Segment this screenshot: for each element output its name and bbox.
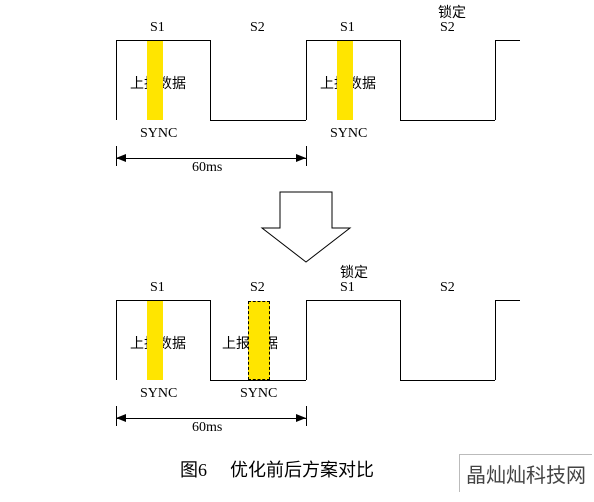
wave-v-segment bbox=[210, 300, 211, 380]
wave-h-segment bbox=[400, 380, 495, 381]
wave-h-segment bbox=[495, 300, 520, 301]
wave-h-segment bbox=[210, 120, 306, 121]
bottom-dim-label: 60ms bbox=[190, 420, 224, 436]
wave-v-segment bbox=[306, 40, 307, 120]
wave-v-segment bbox=[495, 40, 496, 120]
top-locked-label: 锁定 bbox=[438, 2, 466, 22]
bottom-dim-tick-right bbox=[306, 406, 307, 426]
top-dim-line bbox=[116, 158, 306, 159]
wave-h-segment bbox=[116, 40, 210, 41]
top-dim-label: 60ms bbox=[190, 160, 224, 176]
wave-v-segment bbox=[400, 300, 401, 380]
top-s2-label-2: S2 bbox=[440, 20, 455, 36]
bottom-dim-arrow-right bbox=[296, 414, 306, 422]
figure-caption: 图6 优化前后方案对比 bbox=[180, 456, 374, 482]
wave-v-segment bbox=[210, 40, 211, 120]
top-sync-label-2: SYNC bbox=[330, 126, 367, 142]
wave-v-segment bbox=[495, 300, 496, 380]
wave-v-segment bbox=[306, 300, 307, 380]
watermark-label: 晶灿灿科技网 bbox=[459, 454, 592, 492]
top-sync-label-1: SYNC bbox=[140, 126, 177, 142]
top-sync-bar-1 bbox=[147, 41, 163, 120]
bottom-s1-label-2: S1 bbox=[340, 280, 355, 296]
wave-h-segment bbox=[306, 300, 400, 301]
top-s1-label-2: S1 bbox=[340, 20, 355, 36]
bottom-s1-label-1: S1 bbox=[150, 280, 165, 296]
wave-v-segment bbox=[116, 40, 117, 120]
top-dim-tick-right bbox=[306, 146, 307, 166]
wave-h-segment bbox=[306, 40, 400, 41]
diagram-container: S1 S2 S1 锁定 S2 上报数据 上报数据 SYNC SYNC 60ms … bbox=[0, 0, 594, 502]
bottom-dim-arrow-left bbox=[116, 414, 126, 422]
wave-h-segment bbox=[116, 300, 210, 301]
top-dim-arrow-right bbox=[296, 154, 306, 162]
wave-v-segment bbox=[116, 300, 117, 380]
down-arrow-icon bbox=[258, 190, 354, 264]
bottom-sync-bar-1 bbox=[147, 301, 163, 380]
wave-h-segment bbox=[400, 120, 495, 121]
bottom-s2-label-2: S2 bbox=[440, 280, 455, 296]
wave-h-segment bbox=[210, 380, 306, 381]
wave-v-segment bbox=[400, 40, 401, 120]
bottom-sync-label-1: SYNC bbox=[140, 386, 177, 402]
bottom-sync-label-2: SYNC bbox=[240, 386, 277, 402]
top-s1-label-1: S1 bbox=[150, 20, 165, 36]
wave-h-segment bbox=[495, 40, 520, 41]
bottom-locked-label: 锁定 bbox=[340, 262, 368, 282]
bottom-dim-line bbox=[116, 418, 306, 419]
top-sync-bar-2 bbox=[337, 41, 353, 120]
caption-prefix: 图6 bbox=[180, 460, 207, 480]
top-dim-arrow-left bbox=[116, 154, 126, 162]
top-s2-label-1: S2 bbox=[250, 20, 265, 36]
bottom-s2-label-1: S2 bbox=[250, 280, 265, 296]
bottom-sync-dashed-bar bbox=[248, 301, 270, 380]
caption-body: 优化前后方案对比 bbox=[230, 460, 374, 480]
